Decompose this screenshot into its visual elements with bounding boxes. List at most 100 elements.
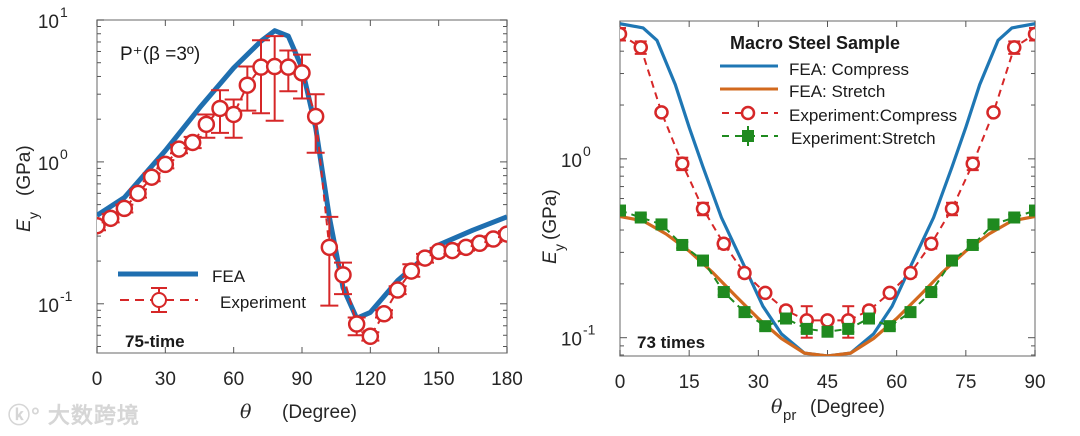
data-point-square (738, 306, 751, 319)
data-point-square (904, 306, 917, 319)
data-point-circle (924, 236, 939, 252)
data-point-circle (903, 265, 918, 281)
data-point-circle (183, 133, 202, 152)
data-point-circle (633, 40, 648, 55)
data-point-circle (375, 305, 393, 323)
x-tick-label: 120 (354, 369, 386, 390)
x-tick-label: 75 (955, 372, 976, 393)
data-point-circle (944, 201, 960, 217)
y-tick-label: 10 (38, 296, 59, 317)
data-point-circle (197, 115, 216, 134)
data-point-circle (334, 266, 352, 284)
data-point-square (1008, 211, 1021, 224)
data-point-circle (675, 156, 690, 171)
data-point-circle (156, 155, 175, 174)
right-legend: Macro Steel Sample FEA: Compress FEA: St… (720, 33, 957, 148)
y-tick-label: 10 (561, 330, 582, 351)
data-point-square (863, 312, 875, 325)
x-tick-label: 0 (92, 369, 103, 390)
data-point-circle (620, 26, 628, 42)
left-xlabel-symbol: θ (240, 401, 252, 423)
data-point-square (717, 286, 730, 299)
right-ylabel-unit: (GPa) (540, 189, 561, 240)
right-xlabel-sub: pr (783, 407, 796, 424)
data-point-square (634, 211, 647, 224)
x-tick-label: 60 (223, 369, 244, 390)
left-legend: FEA Experiment (118, 267, 306, 313)
x-tick-label: 90 (1024, 372, 1045, 393)
data-point-square (800, 322, 813, 335)
series-line-fea-compress (620, 22, 1035, 356)
x-tick-label: 90 (291, 369, 312, 390)
data-point-circle (758, 285, 773, 301)
left-ylabel: E y (GPa) (14, 145, 41, 232)
left-run-label: 75-time (125, 332, 185, 351)
y-tick-exponent: -1 (583, 322, 596, 338)
data-point-square (1029, 204, 1035, 217)
watermark-logo: ⓚ° 大数跨境 (8, 403, 140, 428)
axes-frame (619, 20, 1036, 357)
data-point-square (697, 254, 709, 267)
legend-fea-stretch-label: FEA: Stretch (789, 82, 885, 101)
data-point-square (780, 312, 792, 325)
series-line-fea-stretch (620, 214, 1035, 356)
data-point-circle (1007, 40, 1022, 55)
x-tick-label: 180 (491, 369, 523, 390)
left-ylabel-sub: y (25, 212, 41, 219)
data-point-square (676, 238, 689, 251)
data-point-circle (101, 209, 120, 228)
data-point-circle (695, 201, 711, 217)
data-point-circle (238, 76, 257, 94)
data-point-circle (654, 105, 669, 120)
data-point-circle (293, 64, 311, 82)
legend-fea-compress-label: FEA: Compress (789, 60, 909, 79)
x-tick-label: 60 (886, 372, 907, 393)
right-xlabel-symbol: θ (771, 396, 783, 418)
data-point-circle (498, 225, 507, 243)
data-point-circle (882, 285, 897, 301)
left-xlabel-unit: (Degree) (282, 402, 357, 423)
data-point-circle (361, 327, 380, 346)
data-point-circle (320, 238, 339, 257)
data-point-circle (716, 236, 731, 252)
data-point-circle (388, 281, 407, 299)
y-tick-label: 10 (38, 154, 59, 175)
data-point-circle (129, 184, 147, 203)
data-point-square (946, 254, 958, 267)
left-annotation: P⁺(β =3º) (120, 44, 200, 65)
x-tick-label: 30 (748, 372, 769, 393)
legend-exp-marker (151, 292, 167, 308)
data-point-circle (306, 107, 325, 126)
y-tick-label: 10 (38, 12, 59, 33)
right-ylabel-sub: y (551, 244, 567, 251)
data-point-square (821, 325, 834, 338)
data-point-square (842, 322, 855, 335)
data-point-circle (142, 168, 161, 186)
right-ylabel-symbol: E (540, 251, 561, 264)
data-point-square (655, 218, 668, 231)
data-point-square (925, 286, 938, 299)
legend-exp-label: Experiment (220, 293, 306, 312)
annotation-text: P⁺(β =3º) (120, 44, 200, 65)
right-run-label: 73 times (637, 333, 705, 352)
plot-area (620, 22, 1035, 356)
x-tick-label: 0 (615, 372, 626, 393)
x-tick-label: 30 (155, 369, 176, 390)
data-point-circle (965, 156, 980, 171)
data-point-circle (986, 105, 1001, 120)
data-point-square (759, 320, 772, 333)
data-point-square (966, 238, 979, 251)
y-tick-exponent: -1 (60, 288, 73, 304)
data-point-circle (820, 313, 835, 328)
data-point-circle (224, 105, 243, 124)
left-ylabel-unit: (GPa) (14, 145, 35, 196)
data-point-square (987, 218, 1000, 231)
data-point-circle (737, 265, 752, 281)
y-tick-exponent: 0 (583, 143, 591, 159)
right-chart-title: Macro Steel Sample (730, 33, 900, 53)
y-tick-exponent: 1 (60, 4, 68, 20)
data-point-circle (416, 249, 434, 267)
